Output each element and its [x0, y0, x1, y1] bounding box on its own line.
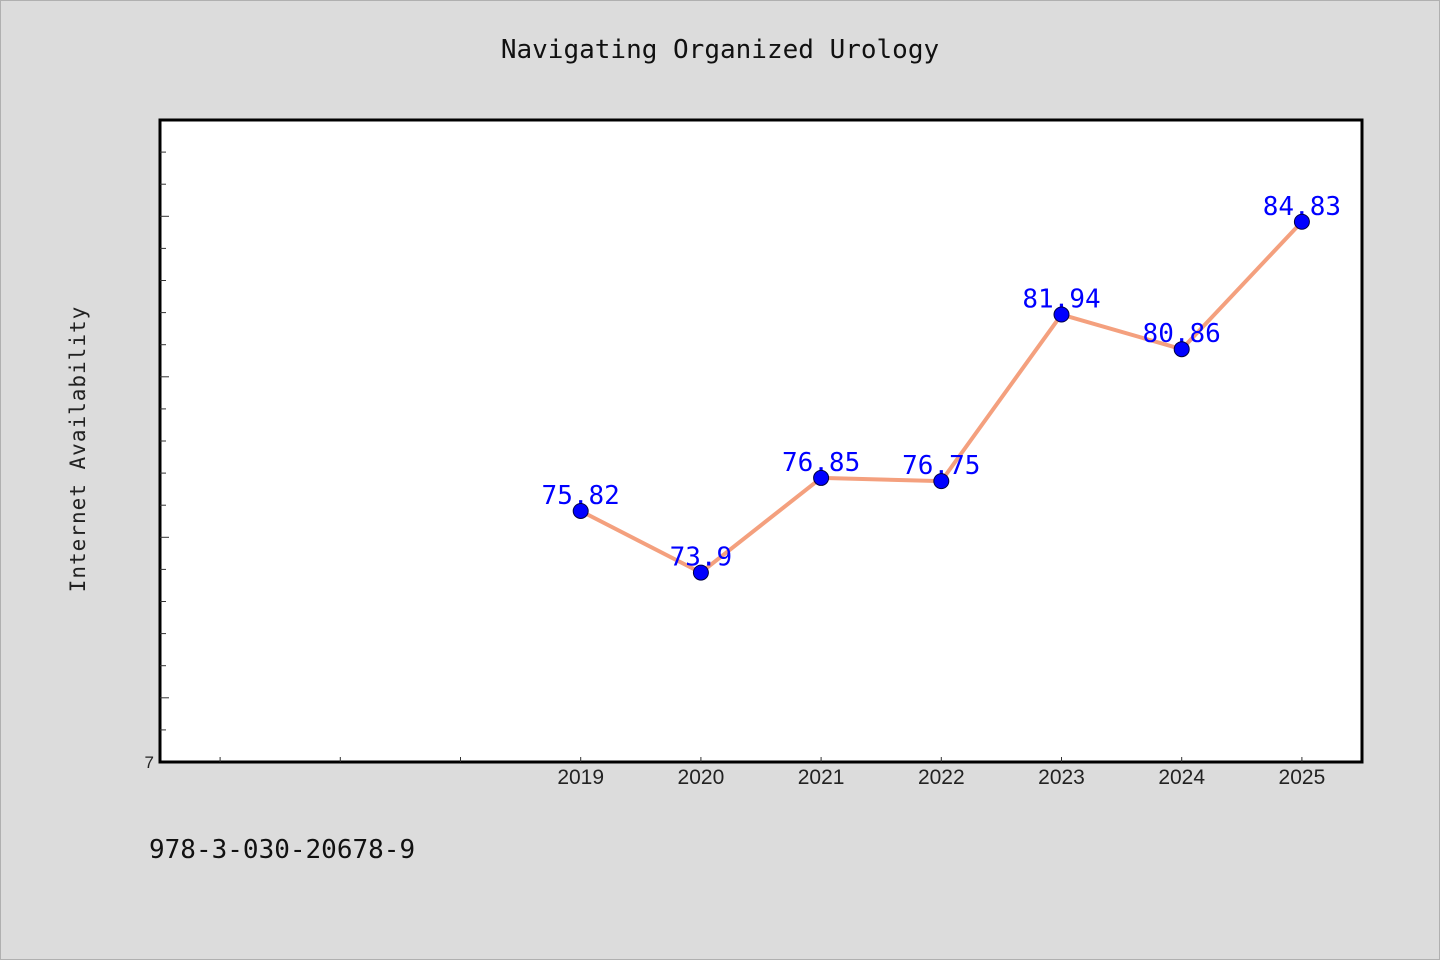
- data-point: [692, 564, 709, 581]
- x-tick-label: 2019: [557, 766, 604, 789]
- plot-area: [158, 118, 1364, 764]
- footer-identifier: 978-3-030-20678-9: [149, 835, 416, 865]
- data-point: [933, 473, 950, 490]
- x-tick-label: 2020: [678, 766, 725, 789]
- x-tick-label: 2022: [918, 766, 965, 789]
- chart-title: Navigating Organized Urology: [500, 35, 940, 65]
- data-point: [813, 469, 830, 486]
- x-tick-label: 2024: [1158, 766, 1205, 789]
- y-tick-label: 7: [145, 753, 154, 772]
- data-point: [1053, 306, 1070, 323]
- x-tick-label: 2023: [1038, 766, 1085, 789]
- data-point: [1173, 341, 1190, 358]
- data-point: [1293, 213, 1310, 230]
- x-tick-label: 2025: [1279, 766, 1326, 789]
- x-tick-label: 2021: [798, 766, 845, 789]
- data-point: [572, 502, 589, 519]
